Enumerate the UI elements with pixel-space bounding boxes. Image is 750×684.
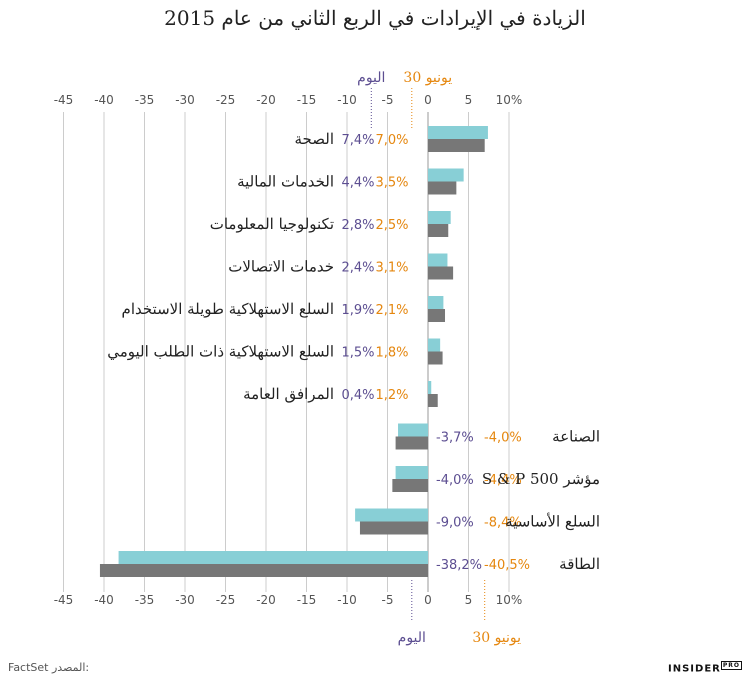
legend-june30-bottom: 30 يونيو <box>472 630 521 646</box>
bar-today <box>395 466 428 479</box>
bar-june30 <box>428 394 438 407</box>
bar-today <box>355 508 428 522</box>
bar-today <box>428 126 488 139</box>
x-tick-label-bottom: -10 <box>337 593 357 607</box>
source-value: FactSet <box>8 661 49 674</box>
category-label: السلع الاستهلاكية ذات الطلب اليومي <box>107 343 334 361</box>
value-label-today: 1,9% <box>341 303 374 318</box>
category-label: الطاقة <box>559 555 600 573</box>
x-tick-label-top: -20 <box>256 93 276 107</box>
x-tick-label-bottom: -15 <box>297 593 317 607</box>
category-label: الصحة <box>295 130 334 148</box>
x-tick-label-bottom: -40 <box>94 593 114 607</box>
x-tick-label-bottom: -30 <box>175 593 195 607</box>
value-label-june30: 2,1% <box>375 303 408 318</box>
source-note: FactSet المصدر: <box>8 661 89 674</box>
x-tick-label-bottom: -25 <box>216 593 236 607</box>
bar-today <box>428 381 432 394</box>
brand-name: INSIDER <box>668 663 721 674</box>
value-label-today: 4,4% <box>341 176 374 191</box>
value-label-june30: 1,2% <box>375 388 408 403</box>
category-label: السلع الأساسية <box>505 513 600 531</box>
bar-june30 <box>428 139 485 152</box>
x-tick-label-top: -25 <box>216 93 236 107</box>
x-tick-label-top: 0 <box>424 93 432 107</box>
x-tick-label-top: -5 <box>382 93 394 107</box>
value-label-today: 2,8% <box>341 218 374 233</box>
category-label: الخدمات المالية <box>237 173 334 191</box>
value-label-today: 7,4% <box>341 133 374 148</box>
category-label: الصناعة <box>552 428 600 446</box>
bar-june30 <box>392 479 428 492</box>
category-label: تكنولوجيا المعلومات <box>210 215 334 233</box>
x-tick-label-bottom: -35 <box>135 593 155 607</box>
x-tick-label-bottom: -45 <box>54 593 74 607</box>
bar-today <box>428 338 441 352</box>
x-tick-label-top: 10% <box>496 93 523 107</box>
value-label-june30: -8,4% <box>484 516 522 531</box>
value-label-today: 2,4% <box>341 261 374 276</box>
chart-title: الزيادة في الإيرادات في الربع الثاني من … <box>164 6 586 30</box>
bar-june30 <box>395 436 428 450</box>
x-tick-label-bottom: 10% <box>496 593 523 607</box>
category-label: خدمات الاتصالات <box>228 258 334 276</box>
category-label: S & P 500 مؤشر <box>482 470 600 488</box>
bar-today <box>118 551 428 564</box>
value-label-june30: -40,5% <box>484 558 530 573</box>
source-label: المصدر: <box>51 661 90 674</box>
x-tick-label-top: -15 <box>297 93 317 107</box>
brand-logo: INSIDER PRO <box>668 660 742 674</box>
bar-today <box>428 211 451 224</box>
bar-june30 <box>99 564 428 577</box>
x-tick-label-bottom: 0 <box>424 593 432 607</box>
bar-june30 <box>428 309 446 322</box>
bar-june30 <box>428 181 457 195</box>
value-label-today: -38,2% <box>436 558 482 573</box>
value-label-june30: -4,0% <box>484 431 522 446</box>
bar-today <box>428 253 448 267</box>
bar-june30 <box>428 266 454 280</box>
x-tick-label-bottom: -5 <box>382 593 394 607</box>
x-tick-label-top: 5 <box>465 93 473 107</box>
value-label-june30: 2,5% <box>375 218 408 233</box>
legend-today-top: اليوم <box>357 70 385 86</box>
bar-today <box>428 168 464 182</box>
legend-today-bottom: اليوم <box>398 630 426 646</box>
value-label-june30: 3,5% <box>375 176 408 191</box>
value-label-june30: 3,1% <box>375 261 408 276</box>
value-label-today: 0,4% <box>341 388 374 403</box>
legend-june30-top: 30 يونيو <box>403 70 452 86</box>
x-tick-label-top: -30 <box>175 93 195 107</box>
bar-june30 <box>428 351 443 365</box>
x-tick-label-bottom: 5 <box>465 593 473 607</box>
value-label-today: -9,0% <box>436 516 474 531</box>
category-label: المرافق العامة <box>243 385 334 403</box>
bar-today <box>428 296 444 309</box>
value-label-june30: -4,4% <box>484 473 522 488</box>
brand-badge: PRO <box>720 660 742 670</box>
value-label-june30: 1,8% <box>375 346 408 361</box>
x-tick-label-top: -45 <box>54 93 74 107</box>
x-tick-label-top: -10 <box>337 93 357 107</box>
value-label-today: -3,7% <box>436 431 474 446</box>
bar-june30 <box>359 521 428 535</box>
value-label-today: 1,5% <box>341 346 374 361</box>
value-label-june30: 7,0% <box>375 133 408 148</box>
bar-june30 <box>428 224 449 237</box>
x-tick-label-top: -40 <box>94 93 114 107</box>
x-tick-label-top: -35 <box>135 93 155 107</box>
x-tick-label-bottom: -20 <box>256 593 276 607</box>
value-label-today: -4,0% <box>436 473 474 488</box>
category-label: السلع الاستهلاكية طويلة الاستخدام <box>122 300 334 318</box>
bar-today <box>398 423 428 437</box>
